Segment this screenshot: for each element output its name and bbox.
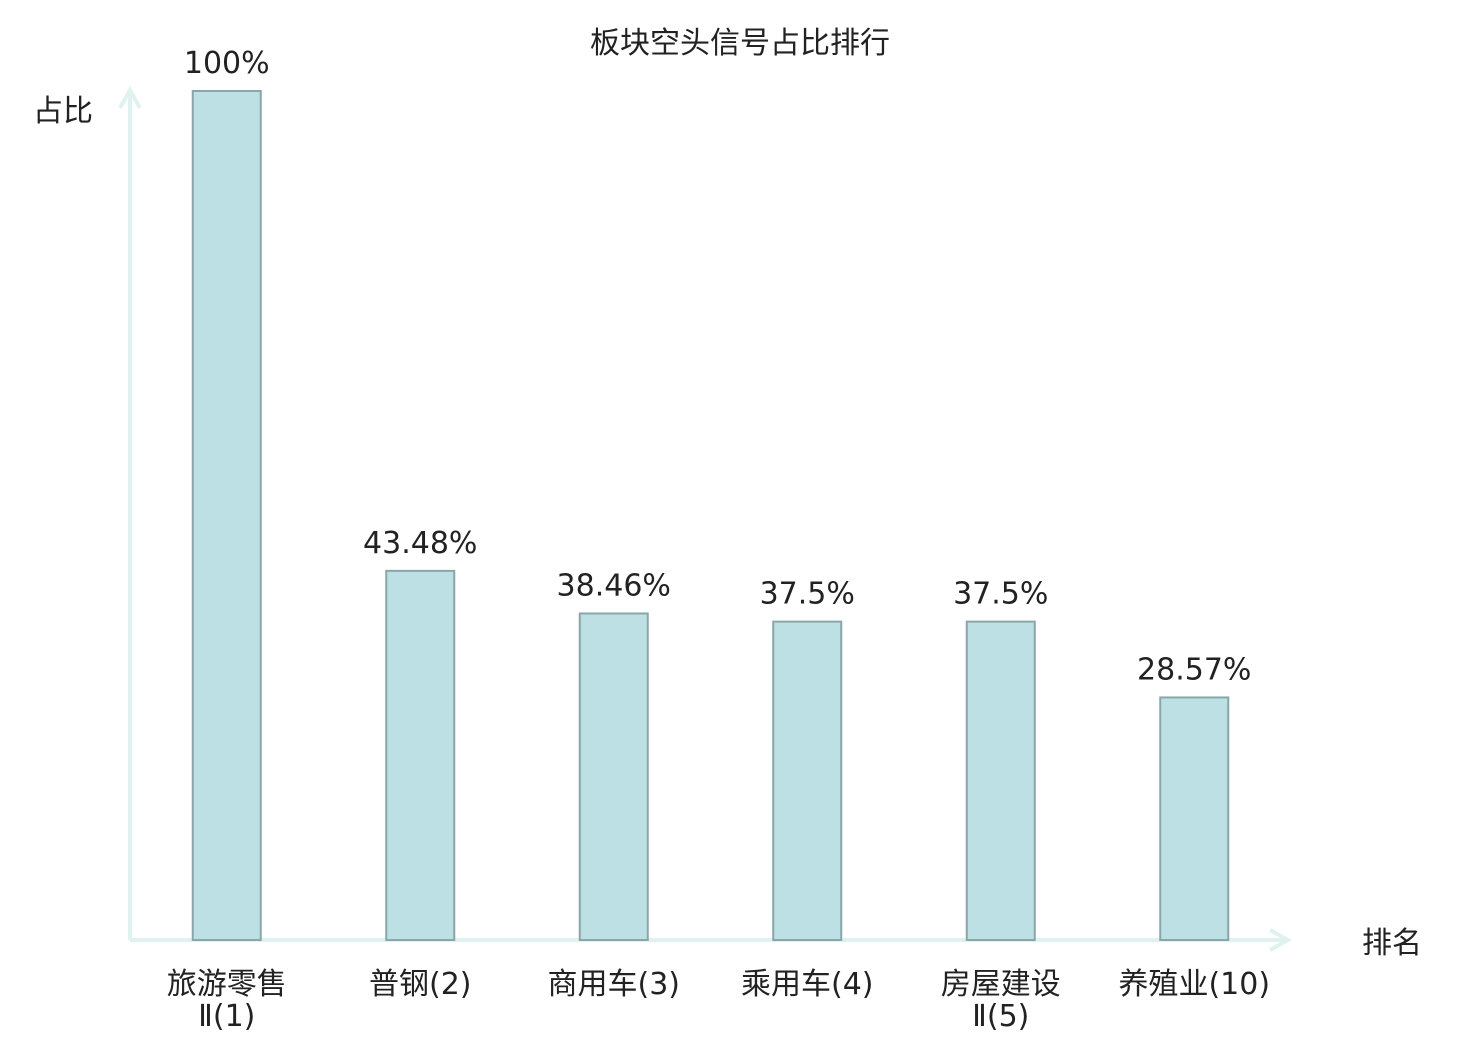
x-tick-label: 普钢(2) bbox=[369, 967, 472, 1002]
bar bbox=[385, 569, 456, 941]
x-tick-label: 商用车(3) bbox=[548, 967, 681, 1002]
data-label: 100% bbox=[184, 46, 270, 81]
data-label: 37.5% bbox=[953, 577, 1048, 612]
x-tick-label-line2: Ⅱ(5) bbox=[972, 999, 1029, 1034]
data-label: 28.57% bbox=[1137, 652, 1251, 687]
x-tick-label: 房屋建设 bbox=[941, 967, 1061, 1002]
axes bbox=[118, 85, 1293, 952]
x-tick-label: 旅游零售 bbox=[167, 967, 287, 1002]
y-axis-arrow bbox=[118, 85, 142, 109]
x-tick-label-line2: Ⅱ(1) bbox=[198, 999, 255, 1034]
x-tick-label: 养殖业(10) bbox=[1118, 967, 1270, 1002]
bar bbox=[578, 612, 649, 941]
data-label: 38.46% bbox=[557, 568, 671, 603]
bar bbox=[191, 90, 262, 941]
bar bbox=[772, 620, 843, 941]
bar bbox=[965, 620, 1036, 941]
x-axis-label: 排名 bbox=[1362, 926, 1422, 961]
bar bbox=[1159, 696, 1230, 941]
chart-title: 板块空头信号占比排行 bbox=[590, 26, 890, 61]
x-tick-label: 乘用车(4) bbox=[741, 967, 874, 1002]
data-label: 37.5% bbox=[760, 577, 855, 612]
data-label: 43.48% bbox=[363, 526, 477, 561]
y-axis-label: 占比 bbox=[33, 94, 93, 129]
x-axis-arrow bbox=[1269, 928, 1293, 952]
